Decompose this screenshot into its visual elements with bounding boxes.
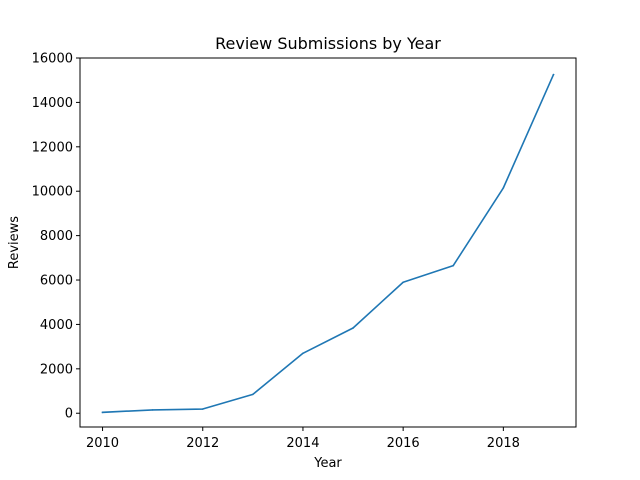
data-point bbox=[402, 281, 404, 284]
x-tick-label: 2018 bbox=[487, 436, 520, 451]
series-line-0 bbox=[101, 73, 555, 414]
y-tick-label: 6000 bbox=[40, 274, 73, 289]
x-tick-label: 2016 bbox=[387, 436, 420, 451]
x-axis: 2010 2012 2014 2016 2018 bbox=[86, 427, 520, 451]
data-point bbox=[151, 409, 154, 411]
y-tick-label: 2000 bbox=[40, 362, 73, 377]
plot-frame bbox=[79, 57, 577, 428]
x-axis-title: Year bbox=[313, 456, 342, 471]
data-point bbox=[502, 187, 505, 189]
y-tick-label: 14000 bbox=[32, 96, 73, 111]
y-tick-label: 4000 bbox=[40, 318, 73, 333]
series-layer bbox=[101, 73, 555, 414]
chart-title: Review Submissions by Year bbox=[215, 34, 441, 53]
data-point bbox=[201, 408, 204, 410]
x-tick-label: 2010 bbox=[86, 436, 119, 451]
data-point bbox=[452, 264, 455, 267]
data-point bbox=[552, 73, 555, 76]
x-tick-label: 2012 bbox=[186, 436, 219, 451]
y-tick-label: 10000 bbox=[32, 185, 73, 200]
data-point bbox=[302, 352, 304, 355]
y-tick-label: 16000 bbox=[32, 52, 73, 67]
y-tick-label: 0 bbox=[65, 407, 73, 422]
y-axis: 0 2000 4000 6000 8000 10000 12000 14000 16000 bbox=[32, 52, 80, 422]
data-point bbox=[101, 411, 104, 414]
x-tick-label: 2014 bbox=[286, 436, 319, 451]
y-tick-label: 8000 bbox=[40, 229, 73, 244]
y-axis-title: Reviews bbox=[7, 216, 22, 269]
data-point bbox=[352, 327, 354, 329]
data-point bbox=[252, 393, 254, 396]
y-tick-label: 12000 bbox=[32, 140, 73, 155]
